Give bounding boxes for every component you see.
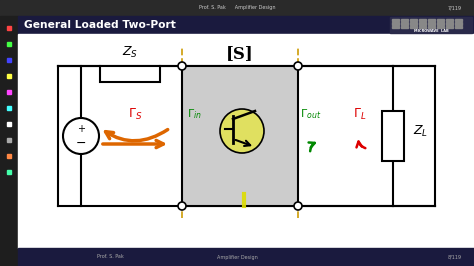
Bar [18,34,474,248]
Text: 8/119: 8/119 [448,255,462,260]
Bar [437,19,444,21]
Bar [401,22,408,24]
Bar [392,19,399,21]
Bar [392,22,399,24]
Bar [401,26,408,28]
Circle shape [220,109,264,153]
Bar [428,19,435,21]
Bar [428,22,435,24]
Bar [18,16,474,34]
Bar [428,26,435,28]
Bar [100,66,160,82]
Bar [410,26,417,28]
Bar [0,16,18,266]
Text: $\Gamma_{out}$: $\Gamma_{out}$ [300,107,321,121]
Bar [401,19,408,21]
Text: $\Gamma_L$: $\Gamma_L$ [353,106,367,122]
Text: $\Gamma_{in}$: $\Gamma_{in}$ [187,107,202,121]
Bar [455,22,462,24]
Bar [419,26,426,28]
Text: +: + [77,124,85,134]
Bar [18,248,474,266]
Bar [419,22,426,24]
Bar [182,66,298,206]
Circle shape [294,202,302,210]
Bar [446,19,453,21]
Bar [0,0,474,16]
Bar [455,19,462,21]
Circle shape [178,202,186,210]
Text: Prof. S. Pak      Amplifier Design: Prof. S. Pak Amplifier Design [199,6,275,10]
Text: $Z_S$: $Z_S$ [122,44,138,60]
Bar [410,22,417,24]
Text: MICROWAVE  LAB: MICROWAVE LAB [414,30,448,34]
Bar [390,17,472,33]
Bar [410,19,417,21]
Bar [446,22,453,24]
Bar [446,26,453,28]
Text: Prof. S. Pak: Prof. S. Pak [97,255,123,260]
Text: 7/119: 7/119 [448,6,462,10]
Text: Amplifier Design: Amplifier Design [217,255,257,260]
Bar [382,111,404,161]
Text: [S]: [S] [226,45,254,63]
Circle shape [294,62,302,70]
Text: −: − [76,136,86,149]
Circle shape [178,62,186,70]
Bar [437,22,444,24]
Bar [455,26,462,28]
Text: $Z_L$: $Z_L$ [413,123,428,139]
Text: $\Gamma_S$: $\Gamma_S$ [128,106,142,122]
Circle shape [63,118,99,154]
Bar [437,26,444,28]
Bar [392,26,399,28]
Bar [419,19,426,21]
Text: General Loaded Two-Port: General Loaded Two-Port [24,20,176,30]
